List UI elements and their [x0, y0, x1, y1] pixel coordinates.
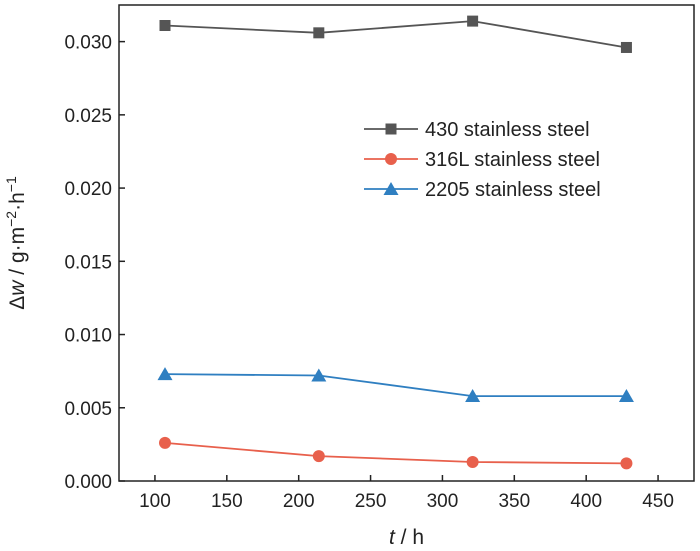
legend-marker-316l [385, 153, 397, 165]
x-axis-title: t / h [389, 526, 424, 549]
y-tick-label: 0.010 [64, 326, 112, 347]
data-point-2205 [618, 389, 634, 403]
legend-marker-430 [385, 123, 397, 135]
data-point-316l [466, 455, 479, 468]
series-line-430 [164, 20, 627, 49]
y-tick-label: 0.005 [64, 399, 112, 420]
data-point-430 [620, 41, 632, 53]
x-tick-label: 350 [498, 491, 530, 512]
x-axis-variable: t [389, 526, 396, 549]
y-tick-label: 0.015 [64, 252, 112, 273]
y-axis-ticks: 0.000 0.005 0.010 0.015 0.020 0.025 0.030 [64, 33, 125, 493]
data-point-316l [312, 450, 325, 463]
data-point-316l [620, 457, 633, 470]
data-point-430 [159, 20, 171, 32]
data-point-2205 [157, 367, 173, 381]
x-tick-label: 150 [211, 491, 243, 512]
y-tick-label: 0.025 [64, 106, 112, 127]
x-axis-separator: / [395, 526, 413, 549]
y-axis-exponent-1: −2 [3, 211, 19, 227]
x-tick-label: 200 [283, 491, 315, 512]
y-axis-delta: Δ [6, 296, 29, 310]
x-tick-label: 250 [355, 491, 387, 512]
y-tick-label: 0.000 [64, 472, 112, 493]
plot-frame [118, 4, 695, 482]
y-axis-unit-mid: ·h [6, 192, 29, 211]
y-axis-unit: g·m [6, 227, 29, 263]
x-tick-label: 400 [570, 491, 602, 512]
y-axis-exponent-2: −1 [3, 176, 19, 192]
legend-label-2205: 2205 stainless steel [425, 179, 601, 201]
y-axis-title: Δw / g·m−2·h−1 [3, 176, 29, 310]
x-tick-label: 100 [139, 491, 171, 512]
series-layer [157, 15, 634, 470]
y-tick-label: 0.030 [64, 33, 112, 54]
legend: 430 stainless steel 316L stainless steel 2… [364, 119, 601, 201]
data-point-2205 [465, 389, 481, 403]
data-point-2205 [311, 368, 327, 382]
data-point-430 [467, 15, 479, 27]
y-axis-variable: w [6, 279, 29, 296]
y-tick-label: 0.020 [64, 179, 112, 200]
series-316l [159, 436, 633, 470]
x-axis-ticks: 100 150 200 250 300 350 400 450 [139, 475, 674, 512]
series-430 [159, 15, 632, 53]
legend-label-430: 430 stainless steel [425, 119, 590, 141]
x-tick-label: 300 [427, 491, 459, 512]
x-tick-label: 450 [642, 491, 674, 512]
series-line-316l [164, 442, 627, 465]
y-axis-separator: / [6, 263, 29, 281]
series-line-2205 [164, 373, 627, 398]
x-axis-unit: h [412, 526, 424, 549]
data-point-430 [313, 27, 325, 39]
legend-marker-2205 [383, 182, 399, 195]
series-2205 [157, 367, 634, 403]
data-point-316l [159, 436, 171, 449]
legend-label-316l: 316L stainless steel [425, 149, 600, 171]
